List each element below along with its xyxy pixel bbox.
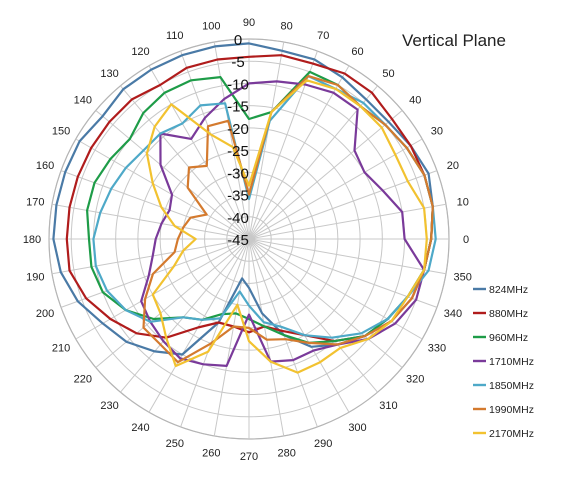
radial-tick-labels: 0 -5 -10 -15 -20 -25 -30 -35 -40 -45: [227, 32, 249, 249]
angle-tick-label: 330: [428, 343, 446, 355]
grid-spoke: [248, 170, 438, 240]
radial-tick-label: -35: [227, 188, 249, 205]
angle-tick-label: 20: [447, 160, 459, 172]
grid-spoke: [180, 50, 250, 240]
radial-tick-label: -25: [227, 143, 249, 160]
grid-spoke: [120, 85, 250, 240]
angle-tick-label: 170: [26, 196, 44, 208]
angle-tick-label: 140: [74, 95, 92, 107]
grid-spoke: [51, 203, 250, 240]
angle-tick-label: 70: [317, 30, 329, 42]
grid-spoke: [248, 238, 285, 437]
grid-spoke: [213, 238, 250, 437]
angle-tick-label: 110: [166, 30, 184, 42]
angle-tick-label: 270: [240, 451, 258, 463]
grid-spoke: [248, 238, 403, 368]
grid-spoke: [248, 203, 447, 240]
angle-tick-label: 160: [36, 160, 54, 172]
grid-spoke: [248, 41, 285, 240]
angle-tick-label: 290: [314, 438, 332, 450]
grid-spoke: [75, 238, 250, 340]
angle-tick-label: 40: [409, 95, 421, 107]
angle-tick-label: 280: [278, 448, 296, 460]
angle-tick-label: 250: [166, 438, 184, 450]
angle-tick-label: 190: [26, 272, 44, 284]
angle-tick-label: 350: [454, 272, 472, 284]
legend: 824MHz 880MHz 960MHz 1710MHz 1850MHz 1990MHz 2…: [473, 284, 534, 440]
series-lines: [52, 42, 437, 374]
grid-spoke: [120, 238, 250, 393]
chart-title: Vertical Plane: [402, 31, 506, 50]
angle-tick-label: 320: [406, 373, 424, 385]
legend-label-824mhz: 824MHz: [489, 284, 528, 296]
angle-tick-label: 340: [444, 308, 462, 320]
angle-tick-label: 60: [351, 46, 363, 58]
angle-tick-label: 260: [202, 448, 220, 460]
grid-spoke: [75, 138, 250, 240]
grid-spoke: [95, 238, 250, 368]
legend-label-960mhz: 960MHz: [489, 332, 528, 344]
legend-label-1990mhz: 1990MHz: [489, 404, 534, 416]
grid-spoke: [213, 41, 250, 240]
legend-label-2170mhz: 2170MHz: [489, 428, 534, 440]
grid-spoke: [248, 238, 350, 413]
legend-label-1850mhz: 1850MHz: [489, 380, 534, 392]
radial-tick-label: -15: [227, 99, 249, 116]
legend-label-880mhz: 880MHz: [489, 308, 528, 320]
angle-tick-label: 90: [243, 17, 255, 29]
grid-spoke: [248, 138, 423, 240]
legend-label-1710mhz: 1710MHz: [489, 356, 534, 368]
angle-tick-label: 100: [202, 20, 220, 32]
grid-spoke: [248, 65, 350, 240]
angle-tick-label: 210: [52, 343, 70, 355]
radial-tick-label: 0: [234, 32, 242, 49]
angle-tick-label: 230: [100, 400, 118, 412]
grid-spoke: [51, 238, 250, 275]
radial-tick-label: -20: [227, 121, 249, 138]
angle-tick-label: 220: [74, 373, 92, 385]
radial-tick-label: -5: [231, 54, 244, 71]
grid-spoke: [180, 238, 250, 428]
radial-tick-label: -40: [227, 210, 249, 227]
polar-grid: [48, 38, 450, 440]
grid-spoke: [248, 85, 378, 240]
radial-tick-label: -10: [227, 76, 249, 93]
angle-tick-label: 240: [131, 422, 149, 434]
grid-spoke: [148, 238, 250, 413]
radial-tick-label: -30: [227, 165, 249, 182]
angle-tick-label: 180: [23, 234, 41, 246]
angle-tick-label: 120: [131, 46, 149, 58]
angle-tick-label: 50: [382, 68, 394, 80]
angle-tick-labels: 0 10 20 30 40 50 60 70 80 90 100 110 120 130 140 150 160…: [23, 17, 472, 463]
angle-tick-label: 0: [463, 234, 469, 246]
grid-spoke: [60, 170, 250, 240]
angle-tick-label: 150: [52, 126, 70, 138]
grid-spoke: [248, 238, 447, 275]
angle-tick-label: 130: [100, 68, 118, 80]
angle-tick-label: 80: [281, 20, 293, 32]
grid-spoke: [248, 238, 378, 393]
grid-spoke: [95, 110, 250, 240]
grid-spoke: [248, 238, 423, 340]
angle-tick-label: 30: [431, 126, 443, 138]
angle-tick-label: 310: [379, 400, 397, 412]
grid-spoke: [248, 238, 438, 308]
radial-tick-label: -45: [227, 232, 249, 249]
angle-tick-label: 300: [348, 422, 366, 434]
angle-tick-label: 10: [457, 196, 469, 208]
grid-spoke: [148, 65, 250, 240]
angle-tick-label: 200: [36, 308, 54, 320]
grid-spoke: [248, 110, 403, 240]
